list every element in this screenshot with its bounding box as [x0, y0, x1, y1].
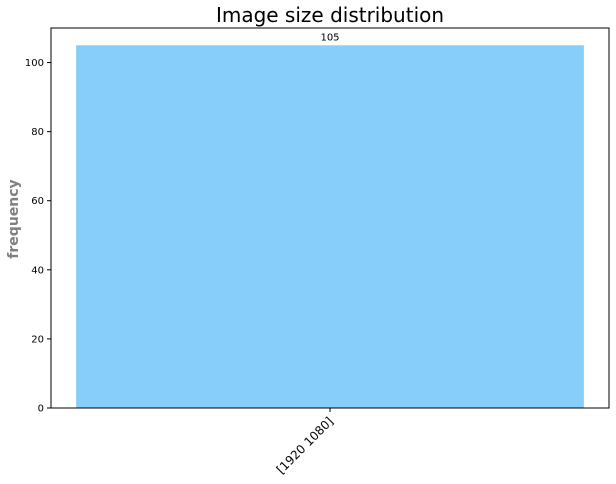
- y-tick-label: 100: [25, 58, 44, 69]
- data-label: 105: [320, 32, 339, 43]
- y-tick-label: 0: [38, 404, 44, 415]
- y-tick-label: 60: [31, 196, 44, 207]
- y-tick-label: 80: [31, 127, 44, 138]
- y-tick-label: 40: [31, 265, 44, 276]
- y-axis-label: frequency: [6, 179, 22, 258]
- chart-title: Image size distribution: [216, 3, 444, 27]
- y-tick-label: 20: [31, 334, 44, 345]
- bar: [76, 45, 584, 408]
- axes-frame: [50, 27, 610, 409]
